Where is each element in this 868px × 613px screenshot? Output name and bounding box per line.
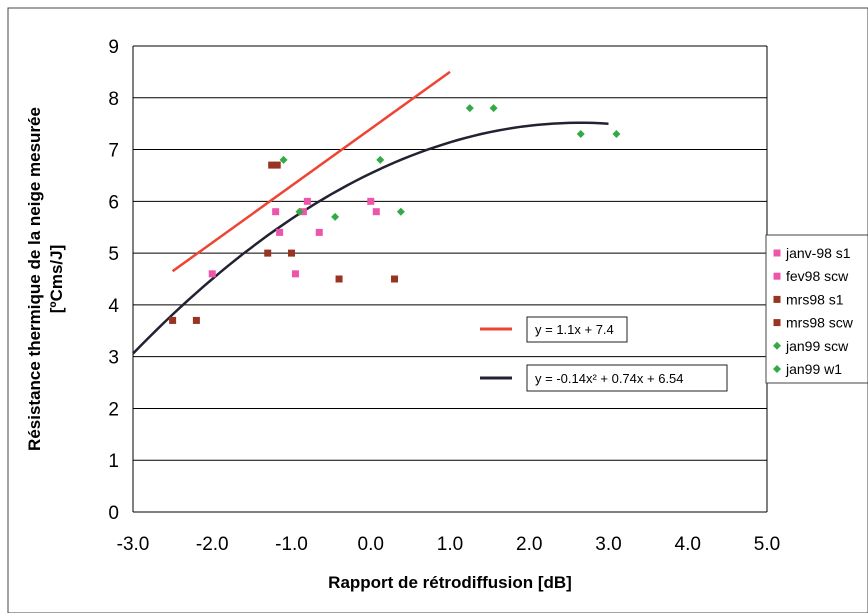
data-points	[169, 104, 621, 324]
legend-marker-series-2	[773, 295, 781, 303]
plot-area	[133, 46, 767, 512]
point-series-5	[489, 104, 498, 113]
x-tick-label: 1.0	[437, 534, 463, 555]
legend-label-series-0: janv-98 s1	[785, 245, 851, 261]
point-series-4	[295, 207, 304, 216]
trendline-legend-poly-box	[526, 364, 728, 392]
point-series-2	[288, 249, 295, 257]
point-series-3	[273, 161, 281, 169]
point-series-3	[391, 275, 399, 283]
legend-label-series-3: mrs98 scw	[786, 315, 854, 331]
point-series-5	[465, 104, 474, 113]
point-series-2	[264, 249, 272, 257]
point-series-0	[315, 228, 323, 236]
x-tick-labels: -3.0 -2.0 -1.0 0.0 1.0 2.0 3.0 4.0 5.0	[117, 534, 781, 555]
trendline-legend: y = 1.1x + 7.4 y = -0.14x² + 0.74x + 6.5…	[480, 316, 728, 392]
legend-label-series-5: jan99 w1	[785, 361, 842, 377]
y-tick-label: 9	[108, 37, 119, 58]
series-legend: janv-98 s1 fev98 scw mrs98 s1 mrs98 scw jan9…	[765, 234, 868, 384]
point-series-4	[396, 207, 405, 216]
trendline-linear	[171, 70, 451, 273]
trendline-legend-poly-label: y = -0.14x² + 0.74x + 6.54	[535, 371, 684, 386]
y-tick-label: 8	[108, 89, 119, 110]
x-tick-label: 2.0	[516, 534, 542, 555]
gridlines	[133, 45, 767, 461]
x-tick-label: 5.0	[754, 534, 780, 555]
y-tick-labels: 0 1 2 3 4 5 6 7 8 9	[108, 37, 119, 524]
y-tick-label: 5	[108, 244, 119, 265]
point-series-4	[331, 212, 340, 221]
legend-marker-series-5	[773, 365, 781, 373]
point-series-1	[367, 197, 375, 205]
point-series-0	[272, 208, 280, 216]
y-tick-label: 7	[108, 141, 119, 162]
y-tick-label: 4	[108, 296, 119, 317]
legend-label-series-2: mrs98 s1	[786, 291, 844, 307]
x-tick-label: 0.0	[358, 534, 384, 555]
point-series-0	[208, 270, 216, 278]
series-legend-box	[765, 234, 868, 384]
y-axis-title-line1: Résistance thermique de la neige mesurée	[25, 107, 44, 451]
x-axis-title: Rapport de rétrodiffusion [dB]	[328, 573, 572, 592]
point-series-5	[576, 130, 585, 139]
y-tick-label: 3	[108, 348, 119, 369]
y-tick-label: 0	[108, 503, 119, 524]
point-series-2	[268, 161, 276, 169]
point-series-2	[192, 316, 200, 324]
point-series-5	[612, 130, 621, 139]
point-series-4	[376, 155, 385, 164]
legend-marker-series-3	[773, 319, 781, 327]
legend-label-series-4: jan99 scw	[785, 338, 849, 354]
point-series-0	[276, 228, 284, 236]
legend-label-series-1: fev98 scw	[786, 268, 849, 284]
y-tick-label: 6	[108, 192, 119, 213]
trendline-legend-linear-label: y = 1.1x + 7.4	[535, 322, 614, 337]
y-tick-label: 2	[108, 399, 119, 420]
point-series-1	[372, 208, 380, 216]
x-tick-label: -1.0	[275, 534, 308, 555]
point-series-0	[303, 197, 311, 205]
trendlines	[132, 70, 609, 355]
trendline-legend-linear-box	[526, 316, 628, 343]
y-axis-title-line2: [ºCms/J]	[47, 245, 66, 314]
legend-marker-series-1	[773, 272, 781, 280]
x-tick-label: -2.0	[196, 534, 229, 555]
x-tick-label: -3.0	[117, 534, 150, 555]
y-tick-label: 1	[108, 451, 119, 472]
legend-marker-series-0	[773, 249, 781, 257]
point-series-0	[291, 270, 299, 278]
point-series-3	[335, 275, 343, 283]
x-tick-label: 4.0	[675, 534, 701, 555]
trendline-poly2	[132, 121, 609, 355]
x-tick-label: 3.0	[595, 534, 621, 555]
legend-marker-series-4	[773, 341, 781, 350]
point-series-2	[169, 316, 177, 324]
point-series-4	[279, 155, 288, 164]
